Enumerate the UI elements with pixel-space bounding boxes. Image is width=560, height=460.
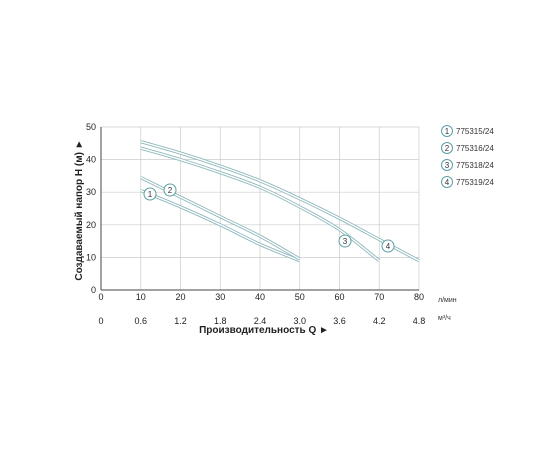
y-tick-label: 20 (86, 220, 96, 230)
y-axis-label: Создаваемый напор H (м) ► (74, 139, 85, 280)
curve-badge-number: 4 (386, 242, 391, 251)
x-axis-label: Производительность Q ► (199, 325, 329, 336)
x-tick-label: 80 (414, 292, 424, 302)
legend-badge (441, 159, 453, 171)
axes (100, 127, 419, 291)
x2-axis-unit: м³/ч (438, 315, 451, 322)
series-line-inner-3 (140, 147, 380, 262)
x-tick-label: 30 (215, 292, 225, 302)
curve-badge-4: 4 (381, 239, 395, 253)
legend-item-2: 2 775316/24 (441, 142, 494, 154)
curve-badge-number: 2 (168, 186, 173, 195)
curve-badge-2: 2 (163, 183, 177, 197)
x-tick-label: 70 (374, 292, 384, 302)
legend-label: 775315/24 (456, 127, 494, 136)
curve-badge-circle (143, 187, 157, 201)
x2-tick-label: 4.8 (413, 316, 426, 326)
legend-label: 775319/24 (456, 178, 494, 187)
x-tick-label: 40 (255, 292, 265, 302)
legend-badge-number: 1 (445, 127, 450, 136)
series-line-inner-4 (140, 140, 420, 262)
y-tick-label: 10 (86, 252, 96, 262)
x2-tick-label: 1.8 (214, 316, 227, 326)
curve-badge-number: 1 (148, 190, 153, 199)
x2-tick-label: 2.4 (254, 316, 267, 326)
legend-badge-number: 2 (445, 144, 450, 153)
curve-badge-number: 3 (343, 237, 348, 246)
legend-badge-number: 4 (445, 178, 450, 187)
legend-label: 775318/24 (456, 161, 494, 170)
x-tick-label: 20 (175, 292, 185, 302)
x2-tick-label: 0 (98, 316, 103, 326)
legend-label: 775316/24 (456, 144, 494, 153)
y-tick-label: 30 (86, 187, 96, 197)
y-tick-label: 50 (86, 122, 96, 132)
curves (140, 140, 420, 263)
x2-tick-label: 3.6 (333, 316, 346, 326)
series-line-inner-1 (140, 189, 301, 262)
legend-item-1: 1 775315/24 (441, 125, 494, 137)
x-tick-label: 0 (98, 292, 103, 302)
curve-badge-3: 3 (338, 234, 352, 248)
curve-badge-1: 1 (143, 187, 157, 201)
legend: 1 775315/24 2 775316/24 3 775318/24 4 775319/24 (441, 125, 494, 188)
x2-tick-label: 1.2 (174, 316, 187, 326)
tick-labels: 0 10 20 30 40 50 0 10 20 30 40 50 60 70 80 0 0.6 1.2 1.8 2.… (86, 122, 425, 326)
curve-badges: 1 2 3 4 (143, 183, 395, 253)
x-tick-label: 50 (295, 292, 305, 302)
y-tick-label: 0 (91, 285, 96, 295)
x-tick-label: 10 (136, 292, 146, 302)
legend-item-4: 4 775319/24 (441, 176, 494, 188)
curve-badge-circle (338, 234, 352, 248)
x-axis-unit: л/мин (438, 297, 457, 304)
legend-item-3: 3 775318/24 (441, 159, 494, 171)
x-tick-label: 60 (334, 292, 344, 302)
legend-badge (441, 142, 453, 154)
legend-badge (441, 176, 453, 188)
curve-badge-circle (163, 183, 177, 197)
x2-tick-label: 3.0 (293, 316, 306, 326)
x2-tick-label: 4.2 (373, 316, 386, 326)
curve-badge-circle (381, 239, 395, 253)
legend-badge-number: 3 (445, 161, 450, 170)
legend-badge (441, 125, 453, 137)
x2-tick-label: 0.6 (134, 316, 147, 326)
y-tick-label: 40 (86, 155, 96, 165)
